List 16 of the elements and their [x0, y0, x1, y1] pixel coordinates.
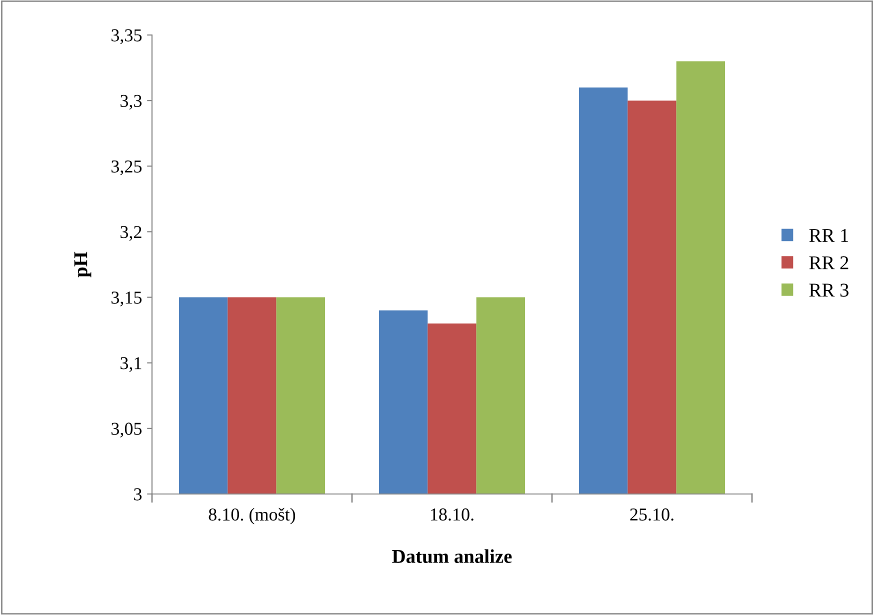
- y-tick-label: 3,3: [120, 94, 142, 110]
- x-tick-label: 18.10.: [431, 508, 474, 521]
- y-axis-title: pH: [74, 252, 92, 278]
- y-tick-label: 3: [134, 488, 142, 500]
- y-tick-label: 3,25: [112, 160, 142, 176]
- y-tick-label: 3,2: [120, 226, 142, 241]
- legend-label: RR 1: [809, 228, 848, 242]
- legend-label: RR 2: [809, 256, 848, 270]
- x-tick-label: 25.10.: [630, 508, 674, 521]
- legend-label: RR 3: [809, 284, 848, 297]
- y-tick-label: 3,35: [112, 29, 142, 44]
- y-tick-label: 3,05: [112, 422, 142, 438]
- y-tick-label: 3,15: [112, 292, 142, 306]
- y-tick-label: 3,1: [120, 357, 142, 372]
- x-axis-title: Datum analize: [392, 549, 512, 564]
- x-tick-label: 8.10. (mošt): [208, 508, 296, 524]
